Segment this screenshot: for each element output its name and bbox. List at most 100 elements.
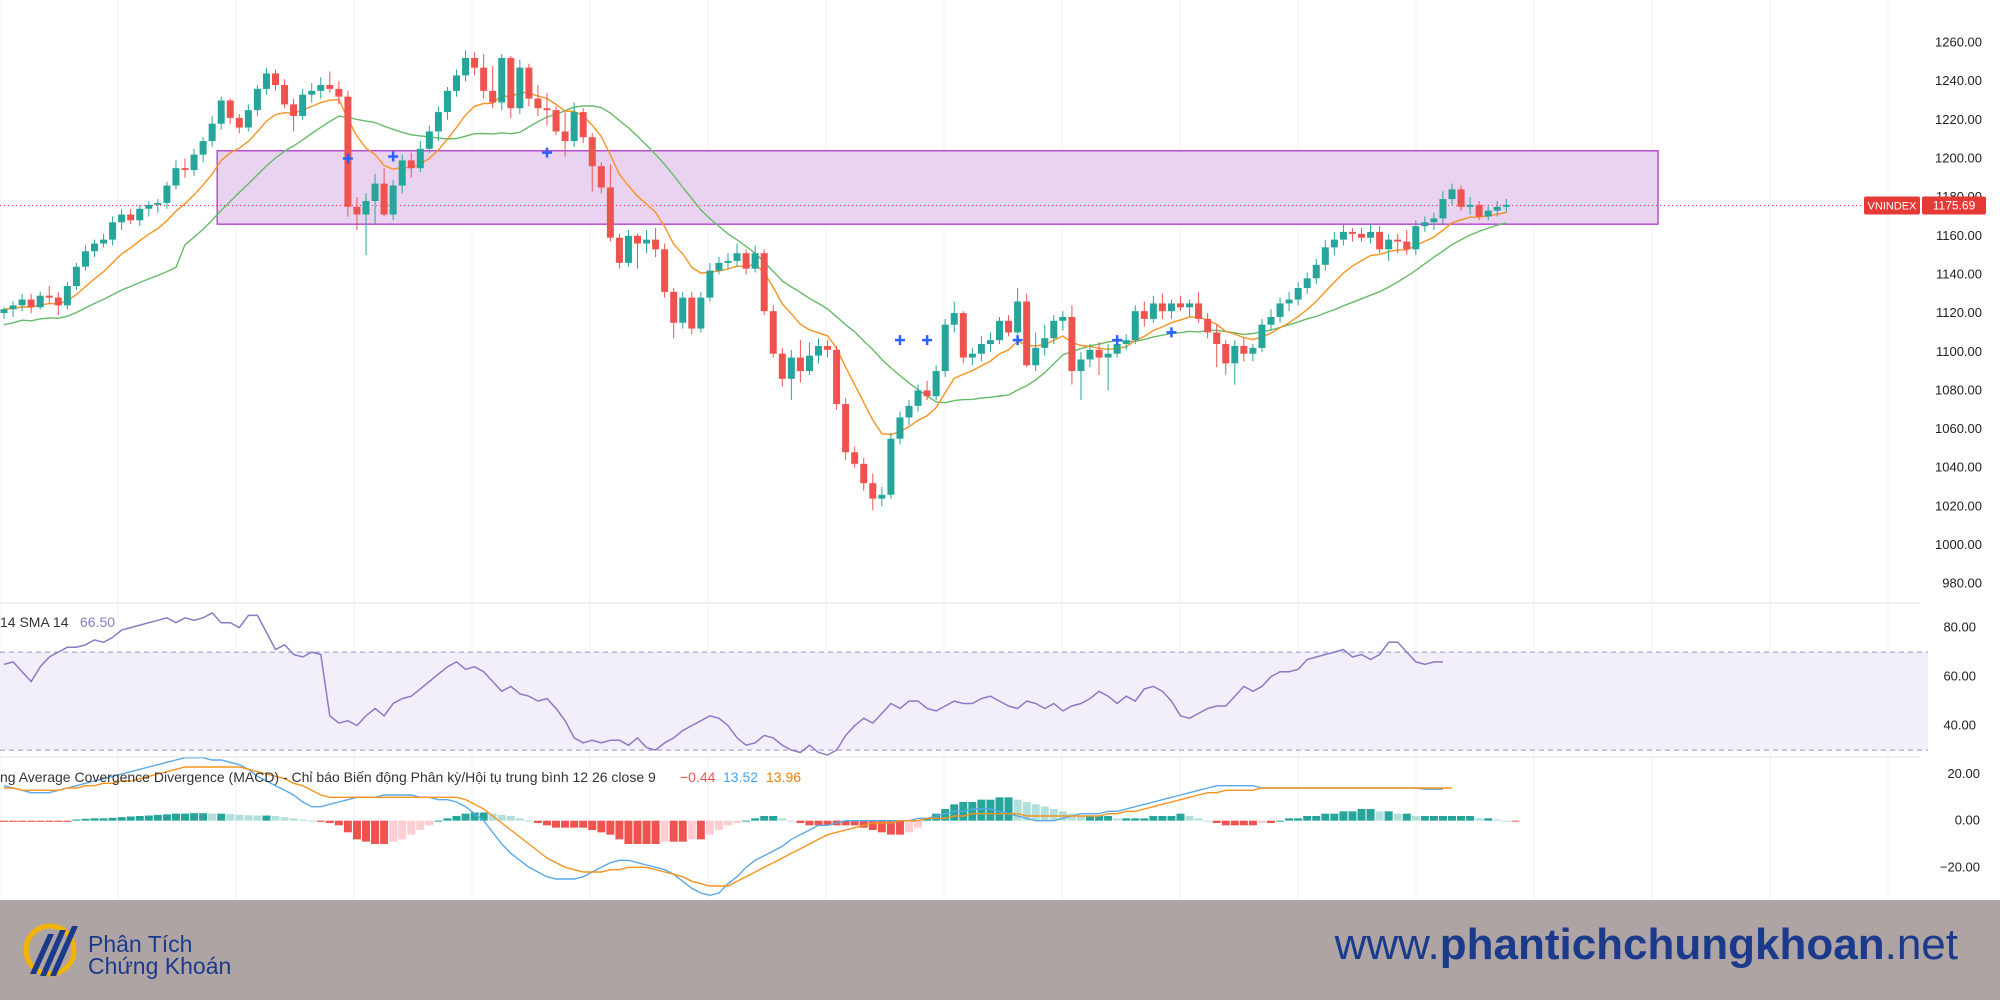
candle-body bbox=[226, 100, 234, 118]
macd-histogram-bar bbox=[1095, 816, 1104, 821]
candle-body bbox=[1267, 316, 1275, 325]
candle bbox=[416, 141, 424, 173]
candle bbox=[977, 336, 985, 362]
candle-body bbox=[1312, 264, 1320, 279]
macd-histogram-bar bbox=[425, 820, 434, 826]
candle-body bbox=[805, 355, 813, 372]
macd-histogram-bar bbox=[506, 816, 515, 821]
logo: Phân Tích Chứng Khoán bbox=[22, 914, 262, 986]
candle bbox=[91, 239, 98, 258]
candle-body bbox=[996, 320, 1003, 341]
candle bbox=[1140, 301, 1148, 327]
macd-histogram-bar bbox=[407, 820, 416, 835]
rsi-value: 66.50 bbox=[80, 614, 115, 630]
candle-body bbox=[1367, 231, 1375, 238]
macd-histogram-bar bbox=[841, 820, 850, 826]
macd-histogram-bar bbox=[1049, 809, 1058, 821]
macd-histogram-bar bbox=[434, 820, 443, 822]
macd-histogram-bar bbox=[1457, 816, 1466, 821]
macd-histogram-bar bbox=[733, 820, 742, 823]
candle-body bbox=[1158, 303, 1166, 312]
macd-histogram-bar bbox=[561, 820, 570, 828]
candle bbox=[842, 398, 850, 460]
candle-body bbox=[1403, 241, 1411, 250]
candle-body bbox=[1177, 303, 1184, 308]
candle-body bbox=[751, 253, 759, 269]
candle bbox=[634, 233, 641, 269]
candle-body bbox=[91, 243, 98, 252]
candle bbox=[1077, 351, 1085, 401]
candle-body bbox=[588, 137, 596, 167]
macd-histogram-bar bbox=[886, 820, 895, 835]
candle-body bbox=[1439, 199, 1447, 219]
macd-histogram-bar bbox=[371, 820, 380, 844]
candle bbox=[552, 106, 560, 136]
macd-histogram-bar bbox=[416, 820, 425, 830]
candle-body bbox=[217, 100, 225, 124]
candle bbox=[968, 347, 976, 366]
candle bbox=[1403, 229, 1411, 256]
candle-body bbox=[851, 452, 859, 464]
price-tick-label: 1000.00 bbox=[1935, 537, 1982, 552]
candle bbox=[1195, 291, 1203, 323]
candle-body bbox=[959, 313, 967, 358]
candle bbox=[986, 332, 994, 352]
candle-body bbox=[45, 295, 53, 298]
candle-body bbox=[462, 57, 470, 76]
candle-body bbox=[136, 208, 144, 221]
candle bbox=[163, 181, 171, 209]
candle bbox=[462, 50, 470, 82]
candle-body bbox=[606, 187, 614, 238]
macd-histogram-bar bbox=[1339, 811, 1348, 821]
candle-body bbox=[525, 67, 533, 99]
candle-body bbox=[416, 148, 424, 169]
candle bbox=[9, 301, 17, 317]
macd-histogram-bar bbox=[1285, 818, 1294, 821]
candle bbox=[588, 133, 596, 192]
macd-histogram-bar bbox=[1022, 802, 1031, 821]
candle-body bbox=[706, 270, 714, 298]
price-axis: 1260.001240.001220.001200.001180.001160.… bbox=[1935, 35, 1982, 591]
macd-tick-label: 0.00 bbox=[1955, 813, 1980, 828]
candle bbox=[887, 432, 895, 499]
macd-histogram-bar bbox=[271, 816, 280, 821]
candle bbox=[389, 179, 397, 221]
candle bbox=[516, 59, 524, 115]
candle-body bbox=[235, 117, 243, 128]
macd-histogram-bar bbox=[1429, 816, 1438, 821]
candle-body bbox=[371, 183, 379, 201]
candle bbox=[54, 291, 62, 316]
candle bbox=[1014, 287, 1022, 335]
macd-histogram-bar bbox=[144, 815, 153, 821]
rsi-tick-label: 60.00 bbox=[1943, 669, 1976, 684]
candle bbox=[1376, 226, 1384, 254]
website-url[interactable]: www.phantichchungkhoan.net bbox=[1335, 920, 1958, 970]
macd-histogram-bar bbox=[597, 820, 606, 833]
candle-body bbox=[81, 251, 89, 267]
rsi-tick-label: 80.00 bbox=[1943, 620, 1976, 635]
candle-body bbox=[1258, 324, 1266, 348]
macd-histogram-bar bbox=[1212, 820, 1221, 823]
site-suffix: .net bbox=[1884, 920, 1958, 969]
candle-body bbox=[190, 154, 198, 171]
candle-body bbox=[579, 112, 587, 138]
candle bbox=[950, 301, 958, 333]
candle bbox=[688, 291, 696, 335]
candle bbox=[1005, 315, 1013, 337]
rsi-pane: 80.00 60.00 40.00 bbox=[0, 611, 1976, 756]
candle-body bbox=[1484, 210, 1492, 217]
candle-body bbox=[887, 438, 895, 495]
candle bbox=[181, 158, 189, 178]
macd-histogram-bar bbox=[1493, 819, 1502, 821]
candle-body bbox=[1149, 303, 1157, 319]
candle-body bbox=[1475, 204, 1483, 217]
candle-body bbox=[634, 235, 641, 244]
candle bbox=[18, 293, 26, 312]
candle-body bbox=[661, 249, 669, 292]
candle bbox=[290, 98, 298, 132]
candle-body bbox=[1502, 204, 1510, 207]
candle-body bbox=[1059, 316, 1067, 321]
logo-line-2: Chứng Khoán bbox=[88, 953, 232, 979]
macd-histogram-bar bbox=[9, 820, 18, 822]
candle bbox=[199, 137, 207, 163]
